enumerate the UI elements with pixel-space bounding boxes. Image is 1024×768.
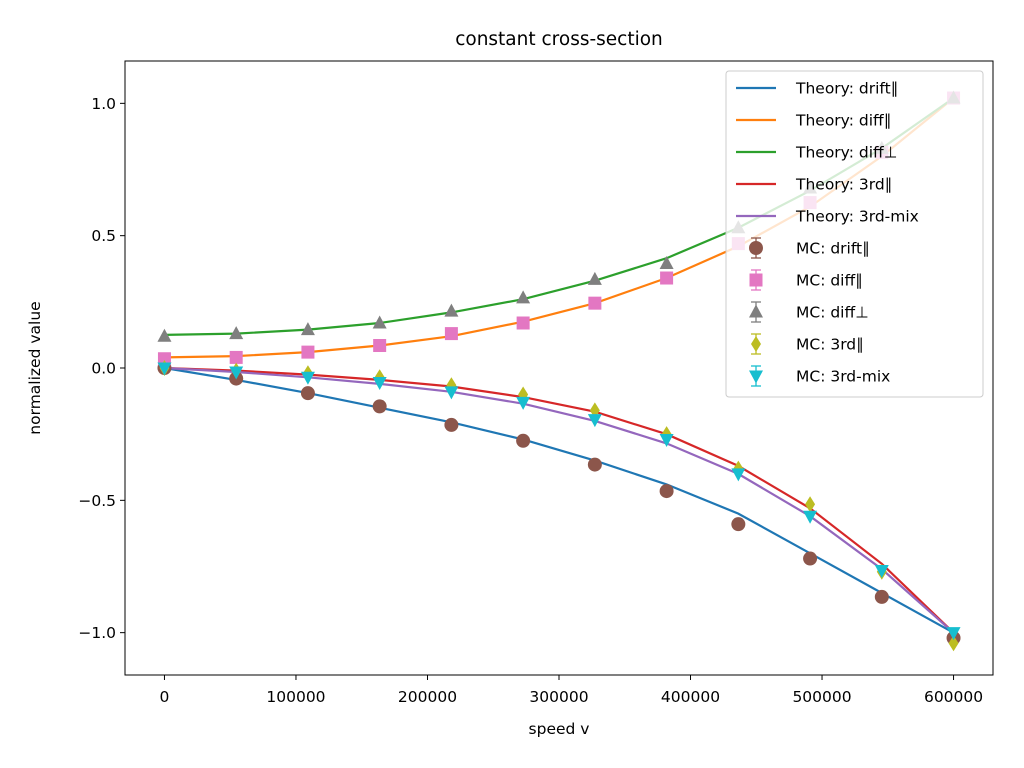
legend-label: Theory: drift∥ [795,80,898,98]
mc-point [157,328,172,342]
x-tick-label: 0 [160,688,170,706]
mc-point [229,350,243,364]
mc-point [229,366,244,380]
axis-ticks: 0 100000 200000 300000 400000 500000 600000 −1.… [78,95,983,706]
mc-point [301,345,315,359]
y-axis-label: normalized value [26,301,44,434]
mc-point [587,271,602,285]
mc-series-0 [157,361,961,645]
mc-point [516,433,531,448]
mc-point [803,551,818,566]
mc-series-4 [157,362,961,641]
mc-point [300,322,315,336]
theory-line-3 [164,366,955,634]
mc-point [444,386,459,400]
legend-marker-swatch [749,304,763,318]
mc-point [874,564,889,578]
mc-point [157,362,172,376]
mc-point [731,517,746,532]
mc-point [946,627,961,641]
mc-point [659,484,674,499]
mc-point [300,371,315,385]
x-tick-label: 100000 [266,688,325,706]
legend-marker-swatch [751,336,761,352]
legend-label: Theory: diff∥ [795,112,891,130]
y-tick-label: 0.0 [91,360,116,378]
y-tick-label: −0.5 [78,492,116,510]
y-tick-label: 1.0 [91,95,116,113]
x-tick-label: 400000 [661,688,720,706]
mc-point [516,396,531,410]
mc-point [372,399,387,414]
mc-point [372,377,387,391]
mc-point [300,386,315,401]
mc-point [373,339,387,353]
legend-label: Theory: 3rd∥ [795,176,892,194]
mc-point [372,315,387,329]
legend-label: MC: drift∥ [796,240,870,258]
mc-point [587,414,602,428]
legend-label: MC: diff⊥ [796,304,869,322]
x-tick-label: 600000 [924,688,983,706]
legend-marker-swatch [749,370,763,384]
y-tick-label: −1.0 [78,624,116,642]
mc-point [229,326,244,340]
mc-point [659,433,674,447]
x-axis-label: speed v [529,720,590,738]
mc-point [659,255,674,269]
mc-point [805,496,816,513]
mc-point [948,635,959,652]
legend-label: MC: diff∥ [796,272,863,290]
mc-point [516,290,531,304]
mc-point [731,468,746,482]
y-tick-label: 0.5 [91,227,116,245]
mc-point [444,417,459,432]
x-tick-label: 300000 [529,688,588,706]
legend-marker-swatch [749,241,763,255]
legend: Theory: drift∥ Theory: diff∥ Theory: diff⊥… [725,70,984,398]
theory-line-0 [164,366,955,634]
mc-point [516,316,530,330]
legend-label: Theory: 3rd-mix [795,208,919,226]
mc-point [587,457,602,472]
mc-point [157,352,171,366]
legend-marker-swatch [749,273,763,287]
mc-point [444,327,458,341]
mc-point [588,296,602,310]
theory-line-4 [164,366,955,634]
legend-label: MC: 3rd-mix [796,368,890,386]
x-tick-label: 200000 [398,688,457,706]
mc-point [660,271,674,285]
mc-point [444,303,459,317]
x-tick-label: 500000 [792,688,851,706]
plot-area [157,90,961,652]
mc-point [803,510,818,524]
legend-label: Theory: diff⊥ [795,144,897,162]
legend-label: MC: 3rd∥ [796,336,864,354]
mc-point [874,589,889,604]
legend-box [725,70,984,398]
chart-title: constant cross-section [455,29,663,50]
